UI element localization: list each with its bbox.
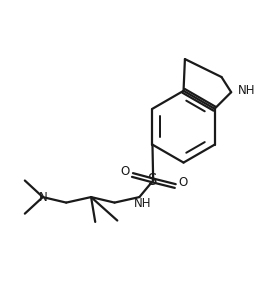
Text: NH: NH bbox=[133, 198, 151, 210]
Text: N: N bbox=[38, 191, 47, 203]
Text: O: O bbox=[120, 165, 129, 178]
Text: NH: NH bbox=[238, 84, 255, 97]
Text: O: O bbox=[178, 176, 188, 189]
Text: S: S bbox=[148, 173, 158, 188]
